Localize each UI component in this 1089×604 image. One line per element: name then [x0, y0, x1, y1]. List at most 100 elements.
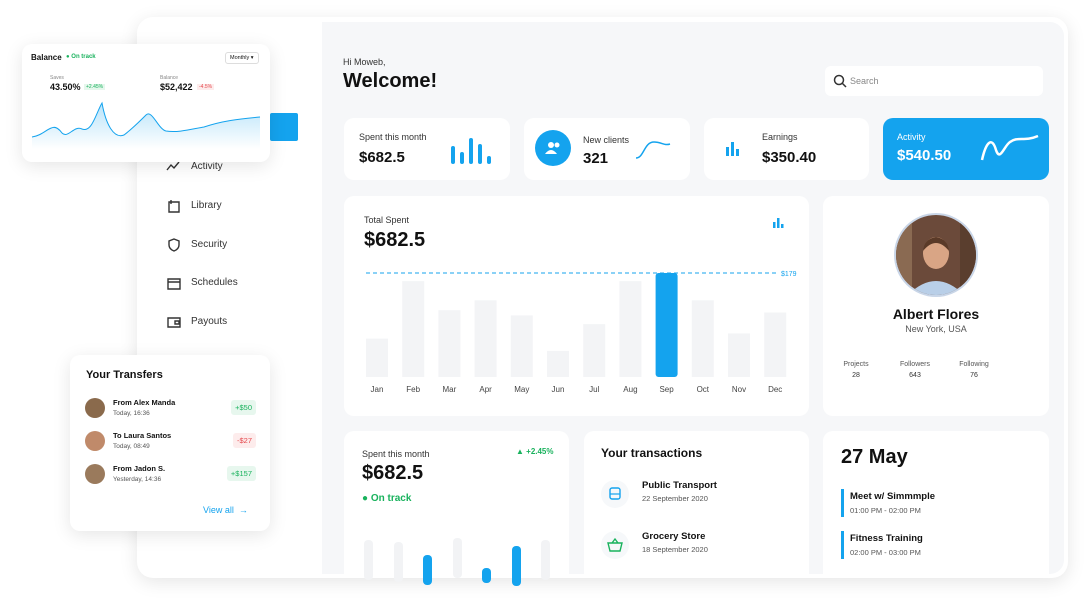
sidebar-icon: [166, 160, 181, 174]
greeting: Hi Moweb,: [343, 57, 386, 67]
sparkline: [635, 141, 671, 159]
month-label: Mar: [443, 385, 457, 394]
search-icon: [833, 74, 847, 88]
transaction-name: Grocery Store: [642, 531, 706, 542]
month-label: Jul: [589, 385, 599, 394]
transfer-amount: +$50: [231, 400, 256, 415]
avatar: [85, 431, 105, 451]
month-label: May: [514, 385, 529, 394]
balance-area-chart: [31, 101, 261, 149]
schedule-name: Meet w/ Simmmple: [850, 491, 935, 502]
transfer-name: To Laura Santos: [113, 431, 172, 440]
spent-card: Spent this month $682.5 ▲ +2.45% ● On tr…: [344, 431, 569, 586]
profile-stat-label: Followers: [900, 361, 930, 368]
bar: [655, 273, 678, 377]
stat-value: $540.50: [897, 147, 952, 164]
chart-label: Total Spent: [364, 215, 410, 225]
bar: [728, 333, 750, 377]
month-label: Aug: [623, 385, 637, 394]
bar: [474, 300, 497, 377]
stat-label: New clients: [583, 135, 630, 145]
profile-stat-value: 28: [852, 372, 860, 379]
stat-card: New clients 321: [524, 118, 690, 180]
transfers-title: Your Transfers: [86, 369, 163, 381]
profile-location: New York, USA: [823, 324, 1049, 334]
bar: [547, 350, 569, 377]
bar: [619, 281, 642, 377]
profile-stat-value: 76: [970, 372, 978, 379]
bar: [438, 310, 461, 377]
spent-label: Spent this month: [362, 449, 430, 459]
spent-status: ● On track: [362, 493, 412, 504]
balance-card: Balance ● On track Monthly ▾ Saves 43.50…: [22, 44, 270, 162]
schedule-name: Fitness Training: [850, 533, 923, 544]
stat-value: 43.50%: [50, 82, 81, 92]
month-label: Sep: [659, 385, 674, 394]
month-label: Jan: [371, 385, 384, 394]
balance-status: ● On track: [66, 54, 96, 60]
month-label: Feb: [406, 385, 420, 394]
spent-change: ▲ +2.45%: [516, 447, 554, 456]
page-title: Welcome!: [343, 70, 438, 92]
bar: [691, 300, 714, 377]
transaction-icon: [601, 480, 629, 508]
schedule-card: 27 May Meet w/ Simmmple 01:00 PM - 02:00 …: [823, 431, 1049, 578]
schedule-time: 01:00 PM - 02:00 PM: [850, 506, 921, 515]
avatar: [85, 464, 105, 484]
sidebar-item[interactable]: Payouts: [191, 316, 228, 328]
transactions-card: Your transactions Public Transport 22 Sep…: [584, 431, 809, 578]
profile-stat-label: Following: [959, 361, 989, 368]
chart-icon: [773, 218, 784, 228]
search-placeholder: Search: [850, 76, 879, 86]
profile-card: Albert Flores New York, USA Projects 28 Fo…: [823, 196, 1049, 416]
spent-value: $682.5: [362, 462, 424, 484]
search-box[interactable]: Search: [825, 66, 1043, 96]
view-all[interactable]: View all →: [203, 505, 248, 515]
earnings-icon: [726, 142, 739, 156]
stat-label: Spent this month: [359, 132, 427, 142]
status-text: On track: [370, 493, 412, 504]
bar: [583, 324, 606, 377]
stat-value: $52,422: [160, 82, 193, 92]
avatar: [894, 213, 978, 297]
mini-bars: [451, 138, 491, 164]
month-label: Oct: [697, 385, 710, 394]
sparkline: [980, 134, 1039, 161]
transfer-time: Yesterday, 14:36: [113, 476, 162, 483]
bar: [510, 315, 533, 377]
transfer-name: From Alex Manda: [113, 398, 176, 407]
sidebar-icon: [167, 315, 181, 329]
stat-change: +2.45%: [84, 84, 106, 90]
bar: [402, 281, 425, 377]
month-label: Jun: [552, 385, 565, 394]
sidebar-item[interactable]: Library: [191, 199, 222, 211]
transfer-amount: +$157: [226, 466, 256, 481]
sidebar-item[interactable]: Schedules: [191, 277, 238, 289]
schedule-bar: [841, 531, 844, 559]
period-select[interactable]: Monthly ▾: [225, 52, 259, 64]
transaction-name: Public Transport: [642, 480, 717, 491]
transfer-time: Today, 08:49: [113, 443, 150, 450]
transaction-date: 22 September 2020: [642, 494, 708, 503]
sidebar-item[interactable]: Activity: [191, 161, 223, 172]
month-label: Apr: [479, 385, 492, 394]
clients-icon: [535, 130, 571, 166]
stat-card: Earnings $350.40: [704, 118, 869, 180]
bar: [764, 312, 787, 377]
stat-value: $350.40: [762, 149, 817, 166]
stat-value: $682.5: [359, 149, 405, 166]
period-text: Monthly: [230, 55, 250, 61]
month-label: Dec: [768, 385, 782, 394]
sidebar-item[interactable]: Security: [191, 238, 228, 250]
transfers-card: Your Transfers From Alex Manda Today, 16:…: [70, 355, 270, 531]
stat-label: Balance: [160, 75, 179, 81]
schedule-date: 27 May: [841, 446, 908, 468]
status-text: On track: [71, 54, 96, 60]
month-label: Nov: [732, 385, 746, 394]
stat-card: Spent this month $682.5: [344, 118, 510, 180]
chart-value: $682.5: [364, 229, 426, 251]
change-text: +2.45%: [526, 447, 554, 456]
stat-label: Earnings: [762, 132, 798, 142]
